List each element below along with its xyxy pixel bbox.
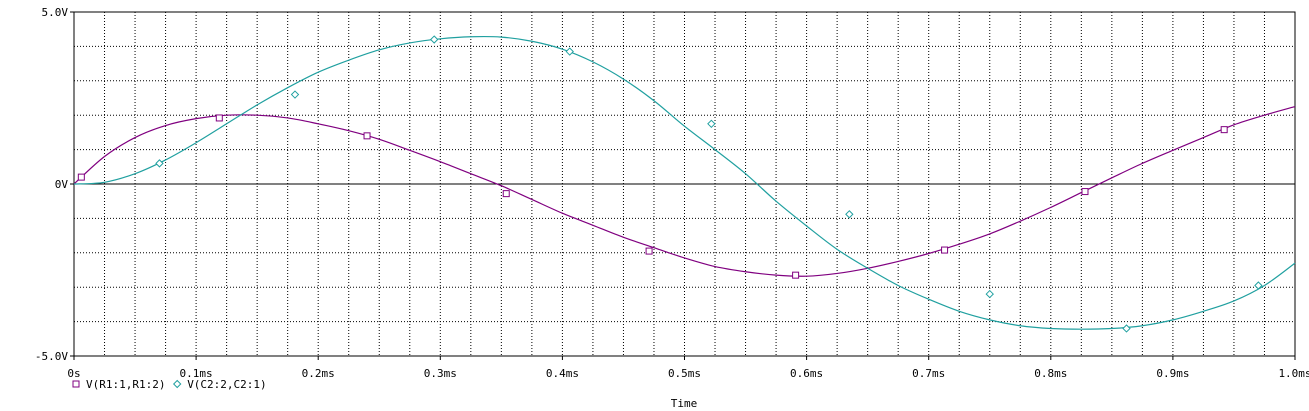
data-point: [1122, 324, 1131, 333]
y-tick-label: -5.0V: [35, 350, 68, 363]
data-point: [985, 289, 994, 299]
series-1: [73, 106, 1296, 279]
series-layer: [73, 35, 1296, 333]
data-point: [290, 90, 300, 99]
x-tick-label: 0.6ms: [790, 367, 823, 380]
data-point: [502, 190, 510, 198]
y-tick-label: 5.0V: [42, 6, 69, 19]
series-line-2: [73, 35, 1296, 330]
legend-diamond-marker-icon: [172, 379, 182, 389]
x-tick-label: 0.7ms: [912, 367, 945, 380]
data-point: [155, 159, 164, 168]
x-tick-label: 0.5ms: [668, 367, 701, 380]
data-point: [215, 114, 223, 122]
series-line-1: [73, 106, 1296, 277]
legend-label: V(R1:1,R1:2): [86, 378, 165, 391]
data-point: [1220, 126, 1228, 134]
data-point: [941, 246, 949, 254]
y-tick-label: 0V: [55, 178, 69, 191]
data-point: [707, 119, 716, 129]
x-tick-label: 0s: [67, 367, 80, 380]
x-tick-label: 0.3ms: [424, 367, 457, 380]
legend: V(R1:1,R1:2) V(C2:2,C2:1): [72, 378, 267, 391]
x-tick-label: 0.4ms: [546, 367, 579, 380]
x-tick-label: 0.1ms: [180, 367, 213, 380]
legend-label: V(C2:2,C2:1): [187, 378, 266, 391]
legend-square-marker-icon: [72, 380, 80, 388]
data-point: [845, 210, 854, 219]
x-tick-label: 1.0ms: [1278, 367, 1309, 380]
x-tick-label: 0.2ms: [302, 367, 335, 380]
data-point: [565, 47, 574, 56]
data-point: [429, 35, 439, 44]
x-tick-label: 0.8ms: [1034, 367, 1067, 380]
data-point: [363, 132, 371, 140]
data-point: [645, 247, 653, 255]
x-axis-label: Time: [671, 397, 698, 410]
data-point: [792, 271, 800, 279]
legend-item: V(C2:2,C2:1): [172, 378, 267, 391]
data-point: [1254, 281, 1263, 290]
legend-item: V(R1:1,R1:2): [72, 378, 165, 391]
data-point: [77, 173, 85, 181]
x-tick-label: 0.9ms: [1156, 367, 1189, 380]
tick-labels: 0s 0.1ms 0.2ms 0.3ms 0.4ms 0.5ms 0.6ms 0.7ms 0.8…: [35, 6, 1309, 380]
data-point: [1081, 188, 1089, 196]
series-2: [73, 35, 1296, 333]
